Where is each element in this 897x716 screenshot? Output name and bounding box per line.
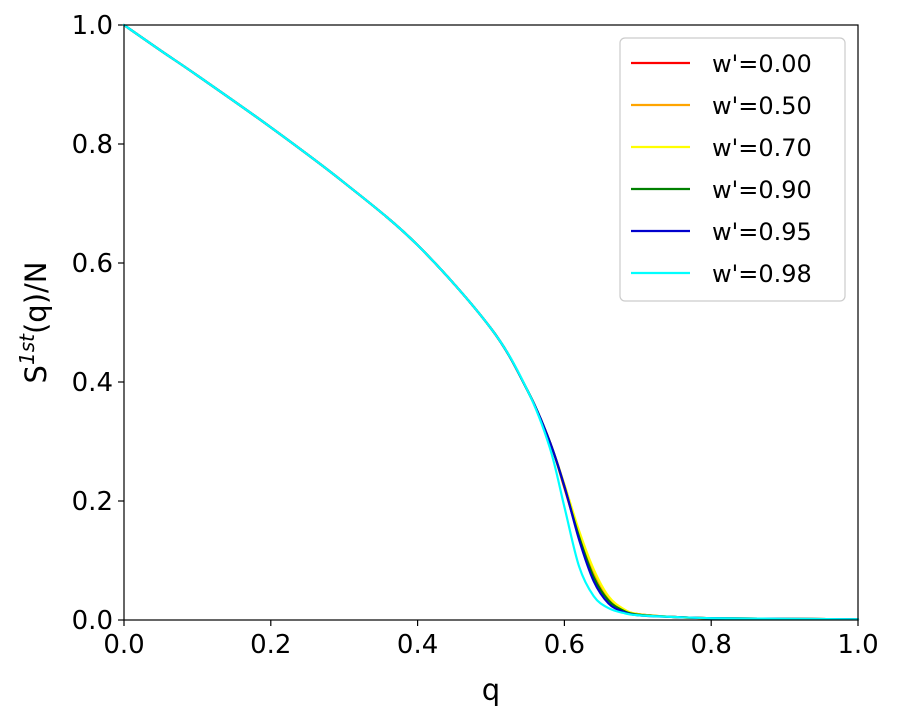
legend-label: w'=0.95: [712, 218, 812, 246]
axis-ticks: 0.0 0.2 0.4 0.6 0.8 1.0 0.0 0.2 0.4 0.6 0.8 1.0: [72, 11, 879, 660]
x-tick-label: 0.0: [103, 630, 144, 660]
legend-label: w'=0.90: [712, 176, 812, 204]
x-tick-label: 1.0: [837, 630, 878, 660]
series-lines: [122, 23, 860, 621]
y-axis-label-base: S: [19, 365, 53, 383]
legend: w'=0.00 w'=0.50 w'=0.70 w'=0.90 w'=0.95 w'=0.…: [619, 37, 846, 302]
legend-label: w'=0.70: [712, 134, 812, 162]
y-tick-label: 0.4: [72, 368, 113, 398]
legend-box: [619, 37, 846, 302]
x-tick-label: 0.2: [250, 630, 291, 660]
y-axis-label-sup: 1st: [15, 333, 39, 365]
y-tick-label: 0.0: [72, 606, 113, 636]
legend-label: w'=0.00: [712, 50, 812, 78]
y-axis-label-rest: (q)/N: [19, 262, 53, 335]
plot-frame: [123, 24, 859, 621]
x-tick-label: 0.4: [397, 630, 438, 660]
series-line-5: [122, 23, 860, 621]
x-tick-label: 0.6: [544, 630, 585, 660]
y-axis-label: S1st(q)/N: [15, 262, 53, 384]
y-tick-label: 1.0: [72, 11, 113, 41]
legend-label: w'=0.50: [712, 92, 812, 120]
y-tick-label: 0.6: [72, 249, 113, 279]
x-tick-label: 0.8: [691, 630, 732, 660]
legend-label: w'=0.98: [712, 260, 812, 288]
x-axis-label: q: [482, 673, 500, 707]
y-tick-label: 0.2: [72, 487, 113, 517]
y-tick-label: 0.8: [72, 130, 113, 160]
